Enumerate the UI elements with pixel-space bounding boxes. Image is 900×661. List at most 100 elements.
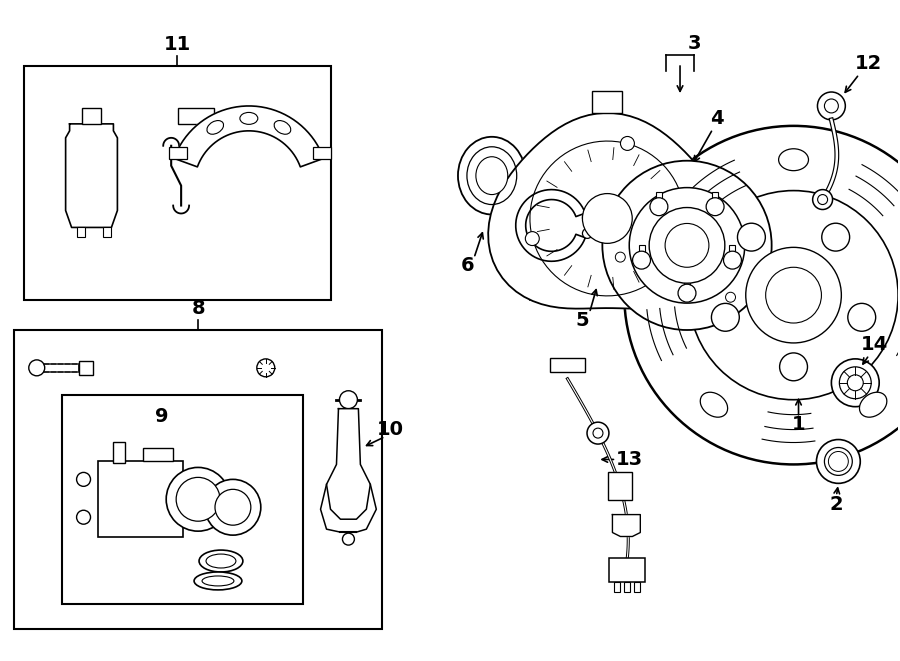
Circle shape: [766, 267, 822, 323]
Polygon shape: [516, 190, 585, 261]
Polygon shape: [66, 124, 117, 227]
Circle shape: [649, 208, 724, 283]
Bar: [550, 358, 585, 372]
Circle shape: [847, 375, 863, 391]
Circle shape: [629, 188, 745, 303]
Circle shape: [256, 359, 274, 377]
Bar: [113, 442, 125, 463]
Text: 8: 8: [192, 299, 205, 317]
Circle shape: [817, 194, 828, 204]
Text: 14: 14: [860, 335, 887, 354]
Bar: [61, 395, 302, 604]
Circle shape: [215, 489, 251, 525]
Bar: [712, 192, 718, 214]
Text: 1: 1: [792, 415, 806, 434]
Circle shape: [76, 473, 91, 486]
Circle shape: [711, 303, 739, 331]
Ellipse shape: [653, 239, 676, 268]
Bar: [168, 147, 186, 159]
Text: 6: 6: [461, 256, 474, 275]
Circle shape: [813, 190, 833, 210]
Circle shape: [582, 212, 592, 223]
Circle shape: [737, 223, 765, 251]
Ellipse shape: [194, 572, 242, 590]
Bar: [76, 227, 85, 237]
Text: 10: 10: [377, 420, 404, 439]
Polygon shape: [327, 408, 370, 519]
Bar: [656, 192, 662, 214]
Ellipse shape: [476, 157, 508, 194]
Circle shape: [678, 284, 696, 302]
Ellipse shape: [240, 112, 257, 124]
Circle shape: [343, 533, 355, 545]
Bar: [608, 473, 633, 500]
Bar: [730, 245, 735, 267]
Text: 12: 12: [855, 54, 882, 73]
Polygon shape: [174, 106, 324, 167]
Bar: [98, 461, 183, 537]
Polygon shape: [612, 514, 640, 537]
Text: 13: 13: [616, 450, 643, 469]
Bar: [82, 108, 102, 124]
Circle shape: [665, 223, 709, 267]
Ellipse shape: [467, 147, 517, 204]
Circle shape: [828, 451, 849, 471]
Text: 2: 2: [830, 495, 843, 514]
Ellipse shape: [458, 137, 526, 214]
Circle shape: [205, 479, 261, 535]
Circle shape: [655, 266, 670, 280]
Circle shape: [625, 126, 900, 465]
Circle shape: [176, 477, 220, 521]
Circle shape: [817, 92, 845, 120]
Text: 11: 11: [164, 35, 191, 54]
Circle shape: [779, 353, 807, 381]
Ellipse shape: [274, 120, 291, 134]
Bar: [14, 330, 382, 629]
Text: 4: 4: [710, 109, 724, 128]
Circle shape: [166, 467, 230, 531]
Ellipse shape: [860, 392, 886, 417]
Circle shape: [616, 252, 625, 262]
Bar: [23, 66, 330, 300]
Ellipse shape: [700, 392, 727, 417]
Circle shape: [824, 447, 852, 475]
Text: 9: 9: [156, 407, 169, 426]
Text: 7: 7: [526, 286, 539, 305]
Circle shape: [587, 422, 609, 444]
Circle shape: [602, 161, 771, 330]
Bar: [634, 582, 640, 592]
Ellipse shape: [206, 554, 236, 568]
Text: 3: 3: [688, 34, 701, 53]
Polygon shape: [488, 113, 726, 309]
Circle shape: [848, 303, 876, 331]
Ellipse shape: [199, 550, 243, 572]
Circle shape: [582, 229, 592, 239]
Bar: [609, 558, 645, 582]
Circle shape: [824, 99, 839, 113]
Circle shape: [29, 360, 45, 376]
Circle shape: [816, 440, 860, 483]
Circle shape: [725, 292, 735, 302]
Circle shape: [76, 510, 91, 524]
Circle shape: [593, 428, 603, 438]
Circle shape: [633, 251, 651, 269]
Circle shape: [620, 136, 634, 151]
Circle shape: [832, 359, 879, 407]
Circle shape: [822, 223, 850, 251]
Circle shape: [724, 251, 742, 269]
Circle shape: [746, 247, 842, 343]
Text: 5: 5: [576, 311, 590, 330]
Bar: [592, 91, 622, 113]
Bar: [178, 108, 214, 124]
Circle shape: [650, 198, 668, 215]
Bar: [625, 582, 630, 592]
Bar: [639, 245, 644, 267]
Circle shape: [706, 198, 724, 215]
Bar: [684, 278, 690, 300]
Circle shape: [689, 190, 898, 400]
Circle shape: [832, 455, 844, 467]
Bar: [313, 147, 331, 159]
Circle shape: [339, 391, 357, 408]
Bar: [143, 447, 173, 461]
Bar: [615, 582, 620, 592]
